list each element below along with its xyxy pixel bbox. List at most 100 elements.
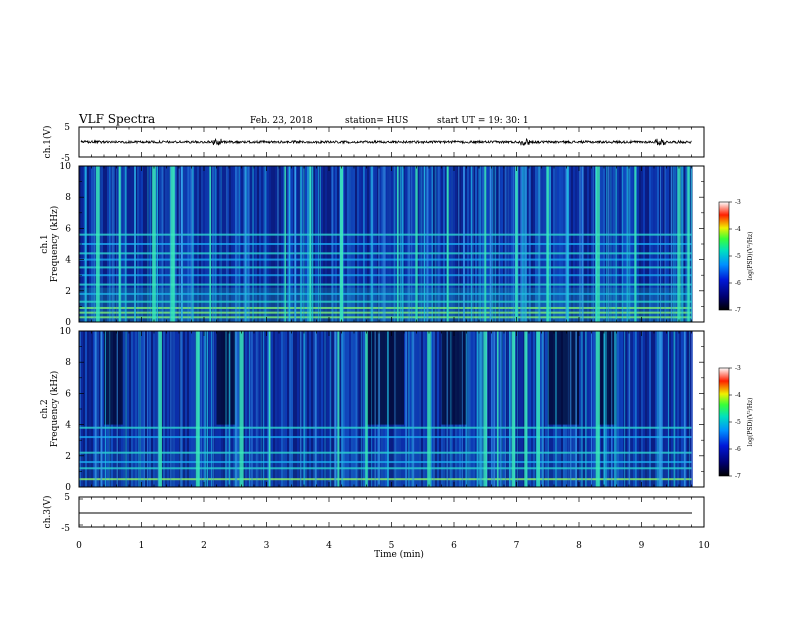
bright-burst	[687, 166, 690, 322]
impulse-streak	[299, 331, 302, 487]
impulse-streak	[682, 166, 684, 322]
bright-burst	[634, 166, 637, 322]
impulse-streak	[542, 331, 545, 487]
bright-burst	[536, 331, 541, 487]
impulse-streak	[315, 331, 317, 487]
impulse-streak	[450, 331, 452, 487]
spectrogram-texture	[625, 331, 627, 487]
spectrogram-texture	[135, 331, 137, 487]
spectrogram-texture	[649, 331, 651, 487]
impulse-streak	[134, 166, 136, 322]
y-tick-label: 4	[65, 421, 71, 431]
spectrogram-texture	[413, 331, 415, 487]
bright-burst	[427, 331, 431, 487]
bright-burst	[170, 166, 175, 322]
impulse-streak	[378, 331, 381, 487]
ch2-spectrogram-yticks: 0 2 4 6 8 10	[60, 327, 705, 493]
impulse-streak	[256, 331, 258, 487]
impulse-streak	[138, 331, 140, 487]
impulse-streak	[479, 331, 481, 487]
dark-region	[441, 331, 467, 425]
impulse-streak	[547, 331, 549, 487]
spectrogram-texture	[99, 331, 101, 487]
impulse-streak	[314, 331, 316, 487]
impulse-streak	[412, 331, 415, 487]
impulse-streak	[170, 331, 172, 487]
impulse-streak	[125, 331, 127, 487]
impulse-streak	[318, 166, 320, 322]
spectrogram-texture	[419, 331, 421, 487]
impulse-streak	[190, 166, 193, 322]
impulse-streak	[605, 331, 607, 487]
y-tick-label: 6	[65, 389, 71, 399]
impulse-streak	[683, 331, 686, 487]
impulse-streak	[585, 331, 587, 487]
ch1-colorbar-ticks: -3 -4 -5 -6 -7	[729, 199, 741, 314]
spectrogram-texture	[655, 331, 657, 487]
low-frequency-band	[79, 452, 692, 487]
spectrogram-texture	[131, 331, 133, 487]
spectrogram-texture	[133, 331, 135, 487]
emission-line	[79, 461, 692, 464]
bright-burst	[511, 331, 516, 487]
impulse-streak	[628, 331, 631, 487]
figure-title: VLF Spectra	[78, 112, 155, 126]
spectrogram-texture	[275, 331, 277, 487]
impulse-streak	[93, 166, 96, 322]
time-tick-label: 0	[76, 541, 82, 551]
impulse-streak	[555, 331, 557, 487]
impulse-streak	[244, 166, 246, 322]
dark-region	[104, 331, 123, 425]
impulse-streak	[341, 331, 344, 487]
colorbar-tick-label: -4	[735, 392, 741, 399]
spectrogram-texture	[341, 331, 343, 487]
bright-burst	[595, 331, 600, 487]
impulse-streak	[161, 166, 164, 322]
spectrogram-texture	[641, 331, 643, 487]
spectrogram-texture	[435, 331, 437, 487]
spectrogram-texture	[307, 331, 309, 487]
spectrogram-texture	[357, 331, 359, 487]
spectrogram-texture	[349, 331, 351, 487]
impulse-streak	[226, 166, 228, 322]
impulse-streak	[567, 166, 570, 322]
bright-burst	[415, 166, 418, 322]
spectrogram-texture	[317, 331, 319, 487]
impulse-streak	[408, 166, 410, 322]
bright-burst	[365, 331, 368, 487]
bright-burst	[446, 166, 449, 322]
ch2-colorbar-label: log(PSD)(V²/Hz)	[747, 398, 754, 447]
impulse-streak	[147, 166, 149, 322]
y-tick-label: 0	[65, 318, 71, 328]
impulse-streak	[664, 166, 666, 322]
bright-burst	[337, 331, 340, 487]
impulse-streak	[426, 166, 428, 322]
spectrogram-texture	[185, 331, 187, 487]
ch2-colorbar-ticks: -3 -4 -5 -6 -7	[729, 365, 741, 480]
impulse-streak	[192, 166, 194, 322]
impulse-streak	[581, 166, 584, 322]
ch1-waveform-ylabel: ch.1(V)	[42, 126, 53, 159]
ch3-waveform-ylabel: ch.3(V)	[42, 496, 53, 529]
spectrogram-texture	[311, 331, 313, 487]
impulse-streak	[472, 166, 474, 322]
impulse-streak	[507, 166, 509, 322]
impulse-streak	[592, 166, 594, 322]
spectrogram-texture	[519, 331, 521, 487]
spectrogram-texture	[579, 331, 581, 487]
spectrogram-texture	[529, 331, 531, 487]
colorbar-tick-label: -7	[735, 473, 741, 480]
spectrogram-texture	[261, 331, 263, 487]
spectrogram-texture	[83, 331, 85, 487]
spectrogram-texture	[415, 331, 417, 487]
bright-burst	[339, 166, 344, 322]
bright-burst	[524, 331, 528, 487]
bright-burst	[195, 331, 200, 487]
bright-burst	[95, 166, 100, 322]
impulse-streak	[116, 331, 118, 487]
spectrogram-texture	[645, 331, 647, 487]
spectrogram-texture	[283, 331, 285, 487]
spectrogram-texture	[643, 331, 645, 487]
impulse-streak	[689, 331, 690, 487]
spectrogram-texture	[201, 331, 203, 487]
